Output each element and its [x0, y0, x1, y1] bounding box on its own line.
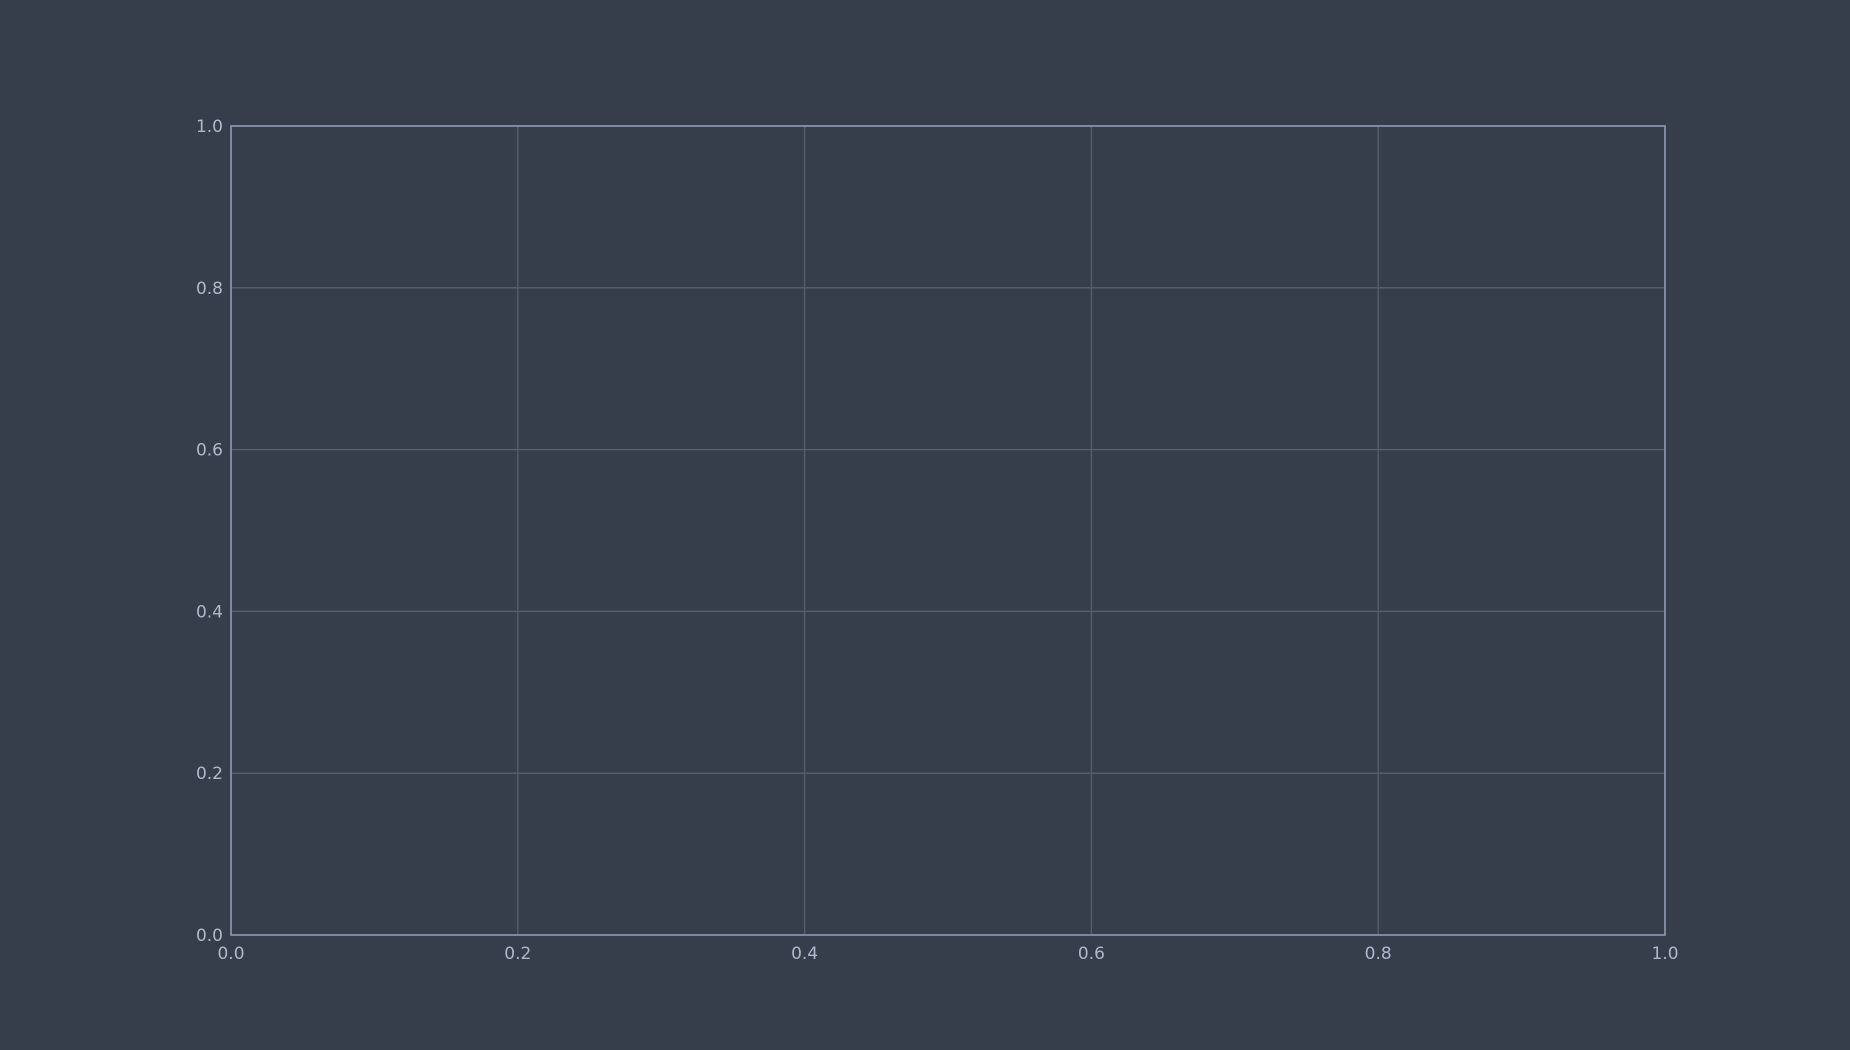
x-tick-label: 0.8 [1365, 944, 1392, 964]
y-tick-label: 0.8 [196, 279, 223, 299]
y-tick-label: 0.6 [196, 441, 223, 461]
axes-frame [230, 125, 1666, 936]
y-tick-label: 0.4 [196, 602, 223, 622]
plot-area [231, 126, 1665, 935]
x-tick-label: 0.0 [217, 944, 244, 964]
x-tick-label: 0.6 [1078, 944, 1105, 964]
x-tick-label: 0.2 [504, 944, 531, 964]
y-tick-label: 1.0 [196, 117, 223, 137]
y-tick-label: 0.2 [196, 764, 223, 784]
y-tick-label: 0.0 [196, 926, 223, 946]
y-axis-ticks: 0.0 0.2 0.4 0.6 0.8 1.0 [196, 117, 223, 946]
x-tick-label: 0.4 [791, 944, 818, 964]
x-axis-ticks: 0.0 0.2 0.4 0.6 0.8 1.0 [217, 944, 1678, 964]
x-tick-label: 1.0 [1651, 944, 1678, 964]
